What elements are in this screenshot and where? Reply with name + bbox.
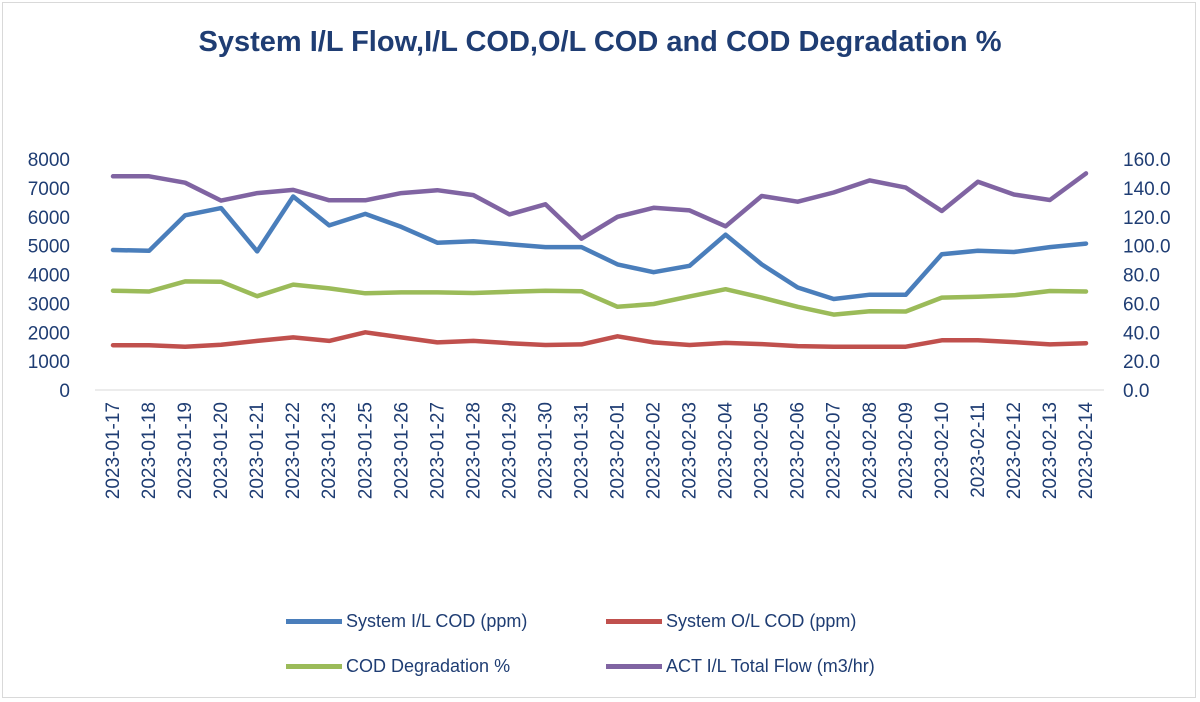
y-left-tick-label: 5000 — [28, 237, 70, 258]
legend-label: System I/L COD (ppm) — [346, 611, 528, 631]
series-line-3 — [110, 279, 1089, 317]
legend-swatch — [286, 619, 342, 624]
x-tick-label: 2023-01-30 — [535, 402, 556, 499]
x-tick-label: 2023-02-08 — [860, 402, 881, 499]
x-tick-label: 2023-01-23 — [319, 402, 340, 499]
legend-swatch — [286, 664, 342, 669]
x-tick-label: 2023-01-29 — [499, 402, 520, 499]
chart-title: System I/L Flow,I/L COD,O/L COD and COD … — [198, 26, 1002, 58]
y-left-tick-label: 4000 — [28, 266, 70, 287]
x-tick-label: 2023-02-12 — [1004, 402, 1025, 499]
x-tick-label: 2023-01-17 — [103, 402, 124, 499]
x-tick-label: 2023-01-31 — [571, 402, 592, 499]
x-tick-label: 2023-02-04 — [716, 402, 737, 500]
legend-swatch — [606, 664, 662, 669]
y-left-tick-label: 0 — [59, 381, 70, 402]
legend-item: System O/L COD (ppm) — [606, 611, 856, 632]
x-tick-label: 2023-02-13 — [1040, 402, 1061, 499]
y-right-tick-label: 160.0 — [1123, 150, 1171, 171]
x-tick-label: 2023-01-22 — [283, 402, 304, 499]
x-tick-label: 2023-02-05 — [752, 402, 773, 499]
x-tick-label: 2023-01-28 — [463, 402, 484, 499]
legend-item: ACT I/L Total Flow (m3/hr) — [606, 656, 875, 677]
y-left-tick-label: 8000 — [28, 150, 70, 171]
legend-label: System O/L COD (ppm) — [666, 611, 857, 631]
x-tick-label: 2023-01-21 — [247, 402, 268, 499]
legend-item: COD Degradation % — [286, 656, 510, 677]
x-tick-label: 2023-02-11 — [968, 402, 989, 498]
series-line-4 — [110, 171, 1089, 241]
x-tick-label: 2023-02-09 — [896, 402, 917, 499]
x-tick-label: 2023-02-07 — [824, 402, 845, 499]
x-tick-label: 2023-02-01 — [608, 402, 629, 499]
x-tick-label: 2023-01-27 — [427, 402, 448, 499]
legend-label: COD Degradation % — [346, 656, 511, 676]
y-right-tick-label: 80.0 — [1123, 266, 1160, 287]
x-tick-label: 2023-01-20 — [211, 402, 232, 499]
x-tick-label: 2023-02-02 — [644, 402, 665, 499]
x-tick-label: 2023-01-25 — [355, 402, 376, 499]
y-left-tick-label: 2000 — [28, 323, 70, 344]
y-right-tick-label: 0.0 — [1123, 381, 1149, 402]
series-line-2 — [110, 330, 1089, 349]
x-tick-label: 2023-02-10 — [932, 402, 953, 499]
y-right-tick-label: 40.0 — [1123, 323, 1160, 344]
y-right-tick-label: 120.0 — [1123, 208, 1171, 229]
series-line-1 — [110, 194, 1089, 302]
x-tick-label: 2023-01-26 — [391, 402, 412, 499]
x-tick-label: 2023-02-06 — [788, 402, 809, 499]
y-right-tick-label: 100.0 — [1123, 237, 1171, 258]
y-right-tick-label: 20.0 — [1123, 352, 1160, 373]
x-tick-label: 2023-01-19 — [175, 402, 196, 499]
y-left-tick-label: 3000 — [28, 294, 70, 315]
legend-item: System I/L COD (ppm) — [286, 611, 527, 632]
y-left-tick-label: 7000 — [28, 179, 70, 200]
y-right-tick-label: 140.0 — [1123, 179, 1171, 200]
x-tick-label: 2023-01-18 — [139, 402, 160, 499]
y-left-tick-label: 1000 — [28, 352, 70, 373]
y-right-tick-label: 60.0 — [1123, 294, 1160, 315]
x-tick-label: 2023-02-14 — [1076, 402, 1097, 500]
legend-swatch — [606, 619, 662, 624]
y-left-tick-label: 6000 — [28, 208, 70, 229]
legend-label: ACT I/L Total Flow (m3/hr) — [666, 656, 875, 676]
x-tick-label: 2023-02-03 — [680, 402, 701, 499]
